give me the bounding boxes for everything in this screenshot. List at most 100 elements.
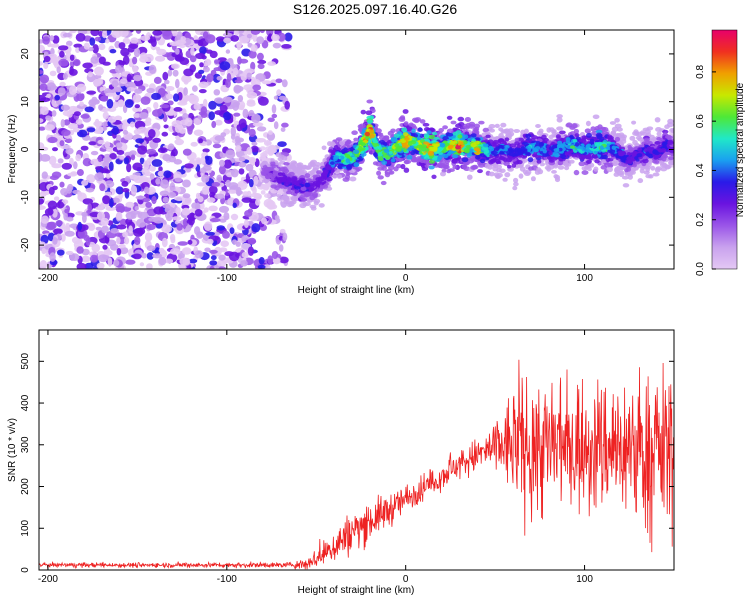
heatmap-cell	[639, 130, 645, 135]
heatmap-cell	[277, 196, 283, 201]
heatmap-cell	[158, 256, 167, 266]
heatmap-cell	[133, 48, 141, 58]
heatmap-cell	[146, 263, 153, 269]
heatmap-cell	[65, 147, 74, 155]
heatmap-cell	[208, 100, 217, 110]
heatmap-cell	[254, 193, 262, 201]
heatmap-cell	[209, 260, 218, 266]
heatmap-cell	[256, 52, 264, 61]
heatmap-cell	[39, 118, 44, 123]
heatmap-cell	[239, 35, 250, 44]
heatmap-cell	[148, 64, 157, 75]
heatmap-cell	[161, 131, 169, 137]
heatmap-ridge-cells	[259, 99, 674, 211]
heatmap-cell	[97, 139, 105, 145]
heatmap-cell	[86, 174, 96, 184]
heatmap-cell	[238, 118, 247, 129]
heatmap-cell	[390, 128, 396, 133]
heatmap-cell	[216, 225, 226, 231]
heatmap-cell	[604, 162, 611, 168]
heatmap-cell	[45, 115, 52, 121]
heatmap-cell	[321, 145, 327, 151]
heatmap-cell	[120, 47, 130, 57]
heatmap-cell	[122, 55, 130, 65]
heatmap-cell	[165, 93, 174, 100]
heatmap-cell	[156, 48, 167, 56]
heatmap-cell	[126, 73, 132, 83]
heatmap-cell	[184, 94, 190, 102]
heatmap-cell	[173, 93, 180, 102]
heatmap-cell	[60, 119, 65, 128]
heatmap-cell	[57, 249, 65, 256]
heatmap-cell	[244, 210, 253, 217]
heatmap-cell	[244, 68, 255, 74]
heatmap-cell	[216, 76, 223, 81]
heatmap-cell	[488, 124, 496, 129]
heatmap-cell	[84, 106, 95, 113]
heatmap-cell	[140, 96, 151, 105]
heatmap-cell	[209, 265, 215, 269]
heatmap-cell	[502, 177, 508, 182]
heatmap-cell	[622, 183, 630, 188]
heatmap-cell	[246, 100, 256, 107]
heatmap-cell	[205, 231, 215, 236]
heatmap-cell	[194, 209, 203, 217]
heatmap-cell	[141, 167, 150, 176]
heatmap-cell	[155, 55, 166, 62]
heatmap-cell	[451, 158, 458, 164]
heatmap-cell	[464, 117, 471, 122]
heatmap-cell	[574, 133, 580, 138]
heatmap-cell	[88, 141, 97, 146]
heatmap-cell	[56, 201, 65, 209]
heatmap-cell	[193, 102, 201, 111]
heatmap-cell	[105, 38, 110, 44]
heatmap-cell	[573, 128, 580, 134]
heatmap-cell	[149, 173, 155, 180]
heatmap-cell	[239, 104, 245, 111]
heatmap-cell	[54, 94, 60, 101]
heatmap-cell	[247, 157, 257, 164]
heatmap-cell	[137, 145, 148, 155]
heatmap-cell	[202, 98, 208, 108]
heatmap-cell	[112, 87, 123, 93]
heatmap-cell	[230, 126, 237, 137]
heatmap-cell	[284, 32, 293, 42]
heatmap-cell	[206, 73, 214, 83]
heatmap-cell	[238, 161, 247, 168]
heatmap-cell	[230, 35, 240, 42]
heatmap-cell	[458, 122, 465, 127]
heatmap-cell	[556, 117, 563, 123]
heatmap-cell	[200, 156, 206, 165]
heatmap-cell	[52, 185, 58, 191]
heatmap-cell	[288, 201, 295, 207]
heatmap-cell	[224, 251, 234, 257]
heatmap-cell	[129, 210, 141, 215]
heatmap-cell	[478, 120, 485, 125]
heatmap-cell	[398, 116, 406, 122]
heatmap-cell	[237, 56, 242, 65]
heatmap-cell	[446, 169, 452, 174]
heatmap-cell	[332, 174, 338, 179]
heatmap-cell	[245, 163, 254, 172]
heatmap-cell	[49, 35, 55, 41]
heatmap-cell	[556, 114, 563, 119]
heatmap-cell	[457, 116, 465, 122]
heatmap-cell	[158, 247, 165, 254]
heatmap-cell	[73, 161, 78, 170]
heatmap-cell	[85, 236, 91, 246]
heatmap-cell	[97, 211, 105, 221]
heatmap-cell	[76, 169, 84, 176]
chart-title: S126.2025.097.16.40.G26	[292, 1, 458, 17]
heatmap-cell	[76, 93, 85, 102]
heatmap-cell	[139, 262, 145, 267]
heatmap-cell	[198, 81, 209, 89]
heatmap-cell	[220, 197, 226, 205]
heatmap-cell	[565, 122, 573, 128]
heatmap-cell	[189, 55, 197, 63]
heatmap-cell	[44, 208, 54, 216]
heatmap-cell	[66, 111, 73, 118]
heatmap-cell	[98, 30, 104, 37]
heatmap-cell	[182, 218, 189, 227]
heatmap-noise-cells	[39, 30, 293, 269]
heatmap-cell	[107, 220, 114, 226]
